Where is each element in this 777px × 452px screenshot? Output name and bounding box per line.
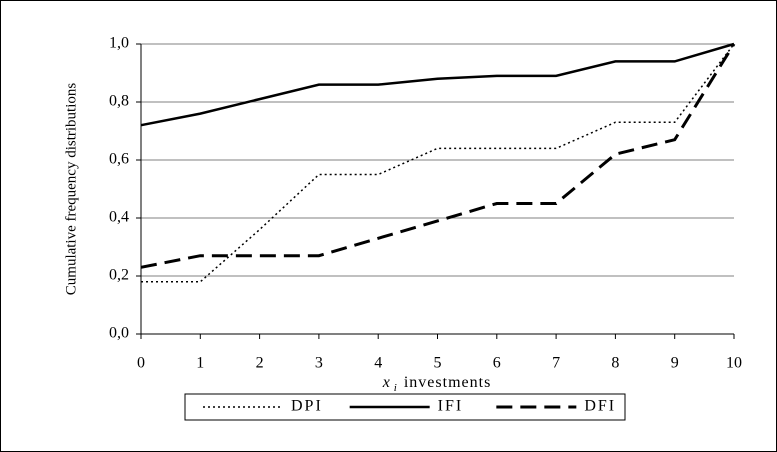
x-tick-label: 8	[611, 355, 619, 372]
x-label-text: investments	[404, 374, 491, 391]
x-label-var: x	[382, 374, 391, 391]
legend-label: DFI	[584, 398, 616, 415]
x-tick-label: 10	[726, 355, 742, 372]
x-tick-label: 4	[374, 355, 382, 372]
x-tick-label: 6	[493, 355, 501, 372]
series-line	[140, 42, 735, 127]
x-tick-label: 2	[256, 355, 264, 372]
y-tick-label: 0,6	[109, 151, 129, 168]
series-line	[140, 43, 736, 269]
y-axis-label: Cumulative frequency distributions	[63, 83, 79, 296]
x-tick-label: 1	[196, 355, 204, 372]
y-tick-label: 0,0	[109, 325, 129, 342]
y-tick-label: 0,4	[109, 209, 129, 226]
series-line	[141, 43, 735, 283]
x-tick-label: 5	[434, 355, 442, 372]
x-tick-label: 0	[137, 355, 145, 372]
y-tick-label: 0,2	[109, 267, 129, 284]
x-label-sub: i	[394, 382, 398, 394]
y-tick-label: 0,8	[109, 93, 129, 110]
x-axis-label: x i investments	[382, 374, 492, 394]
x-tick-label: 7	[552, 355, 560, 372]
x-tick-label: 9	[671, 355, 679, 372]
x-tick-label: 3	[315, 355, 323, 372]
legend-label: DPI	[291, 398, 323, 415]
legend-label: IFI	[438, 398, 464, 415]
y-tick-label: 1,0	[109, 35, 129, 52]
